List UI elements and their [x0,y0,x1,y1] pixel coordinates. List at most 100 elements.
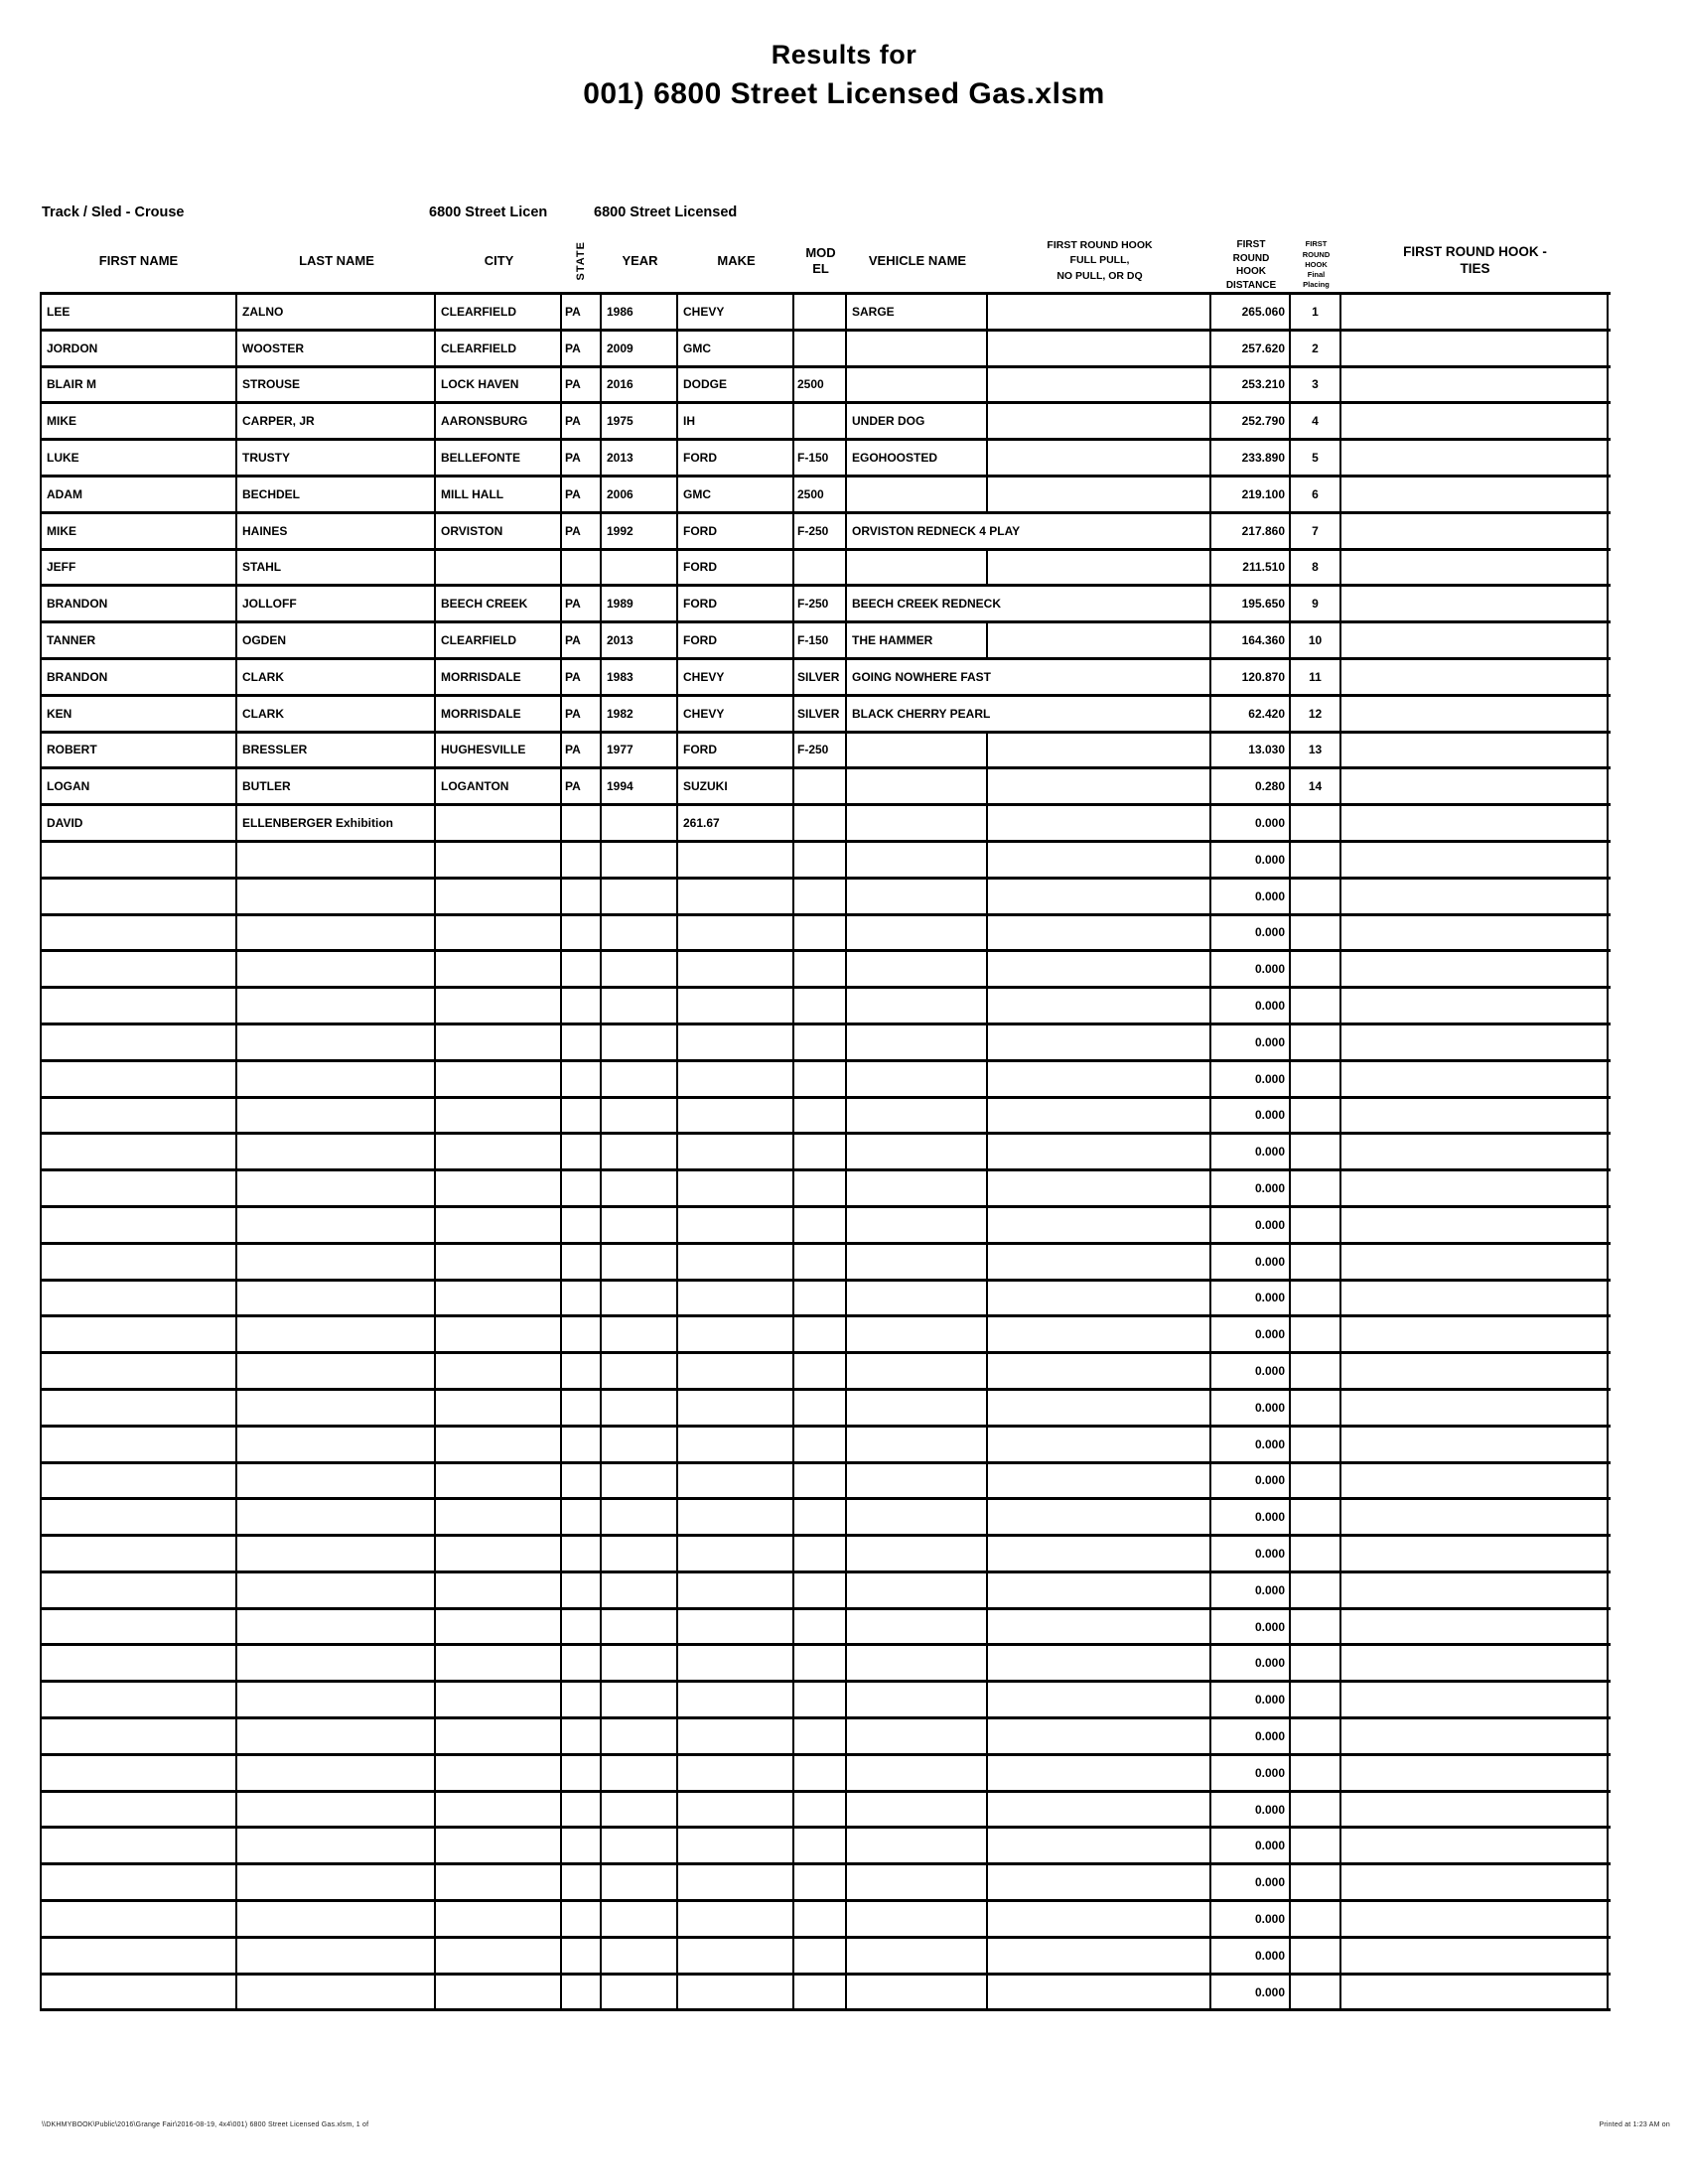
cell-make [678,1865,794,1900]
cell-ties [1341,1829,1609,1863]
cell-state [562,1463,602,1498]
table-row: 0.000 [42,1390,1611,1428]
cell-last-name: BUTLER [237,769,436,804]
cell-model [794,1902,847,1936]
cell-state [562,915,602,950]
cell-model [794,1098,847,1133]
cell-model [794,1354,847,1388]
cell-city [436,1683,562,1717]
cell-ties [1341,1938,1609,1973]
cell-vehicle-name: EGOHOOSTED [847,441,988,475]
table-row: MIKE HAINES ORVISTON PA 1992 FORD F-250 ORVISTO… [42,513,1611,551]
cell-distance: 0.000 [1211,1755,1291,1790]
cell-state [562,806,602,840]
cell-distance: 0.000 [1211,842,1291,877]
header-last-name: LAST NAME [299,252,374,268]
cell-last-name [237,1646,436,1681]
cell-last-name [237,1427,436,1461]
cell-state [562,1537,602,1570]
cell-placing: 5 [1291,441,1341,475]
cell-placing [1291,1755,1341,1790]
cell-city [436,1755,562,1790]
cell-city [436,915,562,950]
cell-model [794,404,847,439]
cell-year [602,1537,678,1570]
cell-make: CHEVY [678,295,794,329]
cell-model [794,1609,847,1644]
cell-vehicle-name: BEECH CREEK REDNECK [847,587,1211,621]
cell-first-name [42,879,237,913]
cell-year: 1983 [602,659,678,694]
cell-year: 1989 [602,587,678,621]
results-table: FIRST NAME LAST NAME CITY STATE YEAR MAK… [40,230,1611,2012]
cell-model [794,1646,847,1681]
cell-distance: 0.000 [1211,1207,1291,1242]
cell-vehicle-name [847,1683,988,1717]
cell-model [794,806,847,840]
cell-full-pull [988,1244,1211,1279]
cell-model [794,1719,847,1753]
cell-full-pull [988,477,1211,511]
cell-city [436,1537,562,1570]
cell-first-name [42,1609,237,1644]
cell-make [678,1646,794,1681]
cell-ties [1341,1609,1609,1644]
cell-city: MILL HALL [436,477,562,511]
cell-last-name [237,1317,436,1352]
cell-placing [1291,1317,1341,1352]
cell-ties [1341,1683,1609,1717]
cell-city [436,1865,562,1900]
cell-state [562,952,602,987]
cell-placing [1291,842,1341,877]
cell-last-name: OGDEN [237,623,436,657]
cell-model: F-250 [794,513,847,548]
cell-vehicle-name [847,1646,988,1681]
cell-distance: 0.000 [1211,1719,1291,1753]
cell-city [436,952,562,987]
cell-vehicle-name [847,1098,988,1133]
cell-vehicle-name: ORVISTON REDNECK 4 PLAY [847,513,1211,548]
cell-model [794,550,847,585]
cell-state [562,550,602,585]
cell-first-name: TANNER [42,623,237,657]
cell-distance: 164.360 [1211,623,1291,657]
cell-distance: 0.000 [1211,879,1291,913]
cell-city: BELLEFONTE [436,441,562,475]
cell-distance: 0.000 [1211,1792,1291,1827]
cell-model [794,1244,847,1279]
cell-first-name [42,1427,237,1461]
cell-year [602,1500,678,1535]
cell-city [436,1572,562,1607]
cell-city: LOGANTON [436,769,562,804]
cell-state: PA [562,295,602,329]
cell-placing: 2 [1291,331,1341,365]
meta-row: Track / Sled - Crouse 6800 Street Licen … [0,205,1688,226]
table-row: 0.000 [42,1427,1611,1464]
cell-last-name [237,1390,436,1425]
cell-city [436,1427,562,1461]
cell-placing [1291,1537,1341,1570]
cell-full-pull [988,1755,1211,1790]
cell-placing [1291,1902,1341,1936]
header-first-name: FIRST NAME [98,252,179,268]
cell-first-name [42,1938,237,1973]
table-body: LEE ZALNO CLEARFIELD PA 1986 CHEVY SARGE 265.06… [40,295,1611,2012]
cell-make [678,842,794,877]
cell-distance: 0.000 [1211,1683,1291,1717]
cell-full-pull [988,295,1211,329]
cell-first-name [42,1500,237,1535]
cell-ties [1341,1317,1609,1352]
cell-vehicle-name [847,1572,988,1607]
cell-ties [1341,1390,1609,1425]
cell-city: CLEARFIELD [436,331,562,365]
cell-state [562,1609,602,1644]
cell-vehicle-name [847,1463,988,1498]
cell-state [562,1061,602,1096]
cell-city [436,1829,562,1863]
table-row: LEE ZALNO CLEARFIELD PA 1986 CHEVY SARGE 265.06… [42,295,1611,332]
cell-full-pull [988,1171,1211,1205]
cell-distance: 62.420 [1211,696,1291,731]
cell-last-name: BRESSLER [237,733,436,767]
cell-city [436,1317,562,1352]
cell-state: PA [562,733,602,767]
